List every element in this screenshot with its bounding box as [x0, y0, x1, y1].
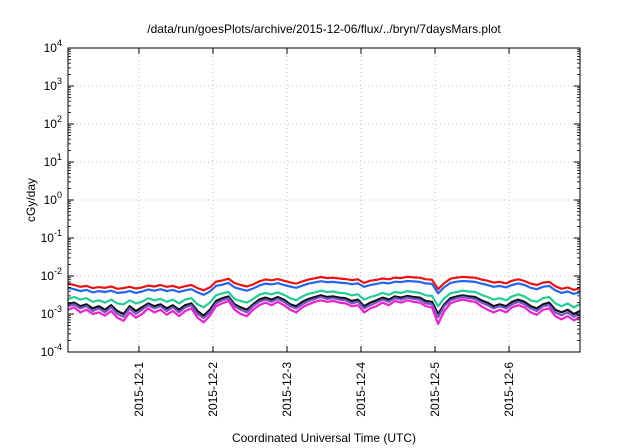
y-tick-label: 102	[44, 114, 62, 131]
x-tick-label: 2015-12-4	[354, 362, 368, 417]
series-line-6	[67, 298, 581, 325]
grid-lines	[68, 48, 580, 352]
series-line-2	[67, 279, 581, 296]
chart-title: /data/run/goesPlots/archive/2015-12-06/f…	[147, 22, 501, 36]
series-lines	[67, 275, 581, 325]
series-line-1	[67, 275, 581, 292]
x-tick-label: 2015-12-3	[280, 362, 294, 417]
y-tick-label: 10-1	[41, 228, 62, 245]
x-axis-title: Coordinated Universal Time (UTC)	[232, 431, 416, 445]
y-tick-label: 10-2	[41, 266, 62, 283]
series-line-5	[67, 295, 581, 320]
x-tick-label: 2015-12-1	[132, 362, 146, 417]
x-tick-label: 2015-12-6	[502, 362, 516, 417]
x-axis: 2015-12-1 2015-12-2 2015-12-3 2015-12-4 2015…	[132, 48, 516, 417]
y-axis-title: cGy/day	[24, 178, 38, 222]
y-tick-label: 10-4	[41, 342, 62, 359]
y-tick-label: 10-3	[41, 304, 62, 321]
series-line-3	[67, 289, 581, 309]
y-tick-label: 104	[44, 38, 62, 55]
y-axis: 10-4 10-3 10-2 10-1 100 101 102 103 104	[41, 38, 580, 359]
y-tick-label: 101	[44, 152, 62, 169]
y-tick-label: 100	[44, 190, 62, 207]
x-tick-label: 2015-12-5	[428, 362, 442, 417]
x-tick-label: 2015-12-2	[206, 362, 220, 417]
series-line-4	[67, 294, 581, 317]
y-tick-label: 103	[44, 76, 62, 93]
